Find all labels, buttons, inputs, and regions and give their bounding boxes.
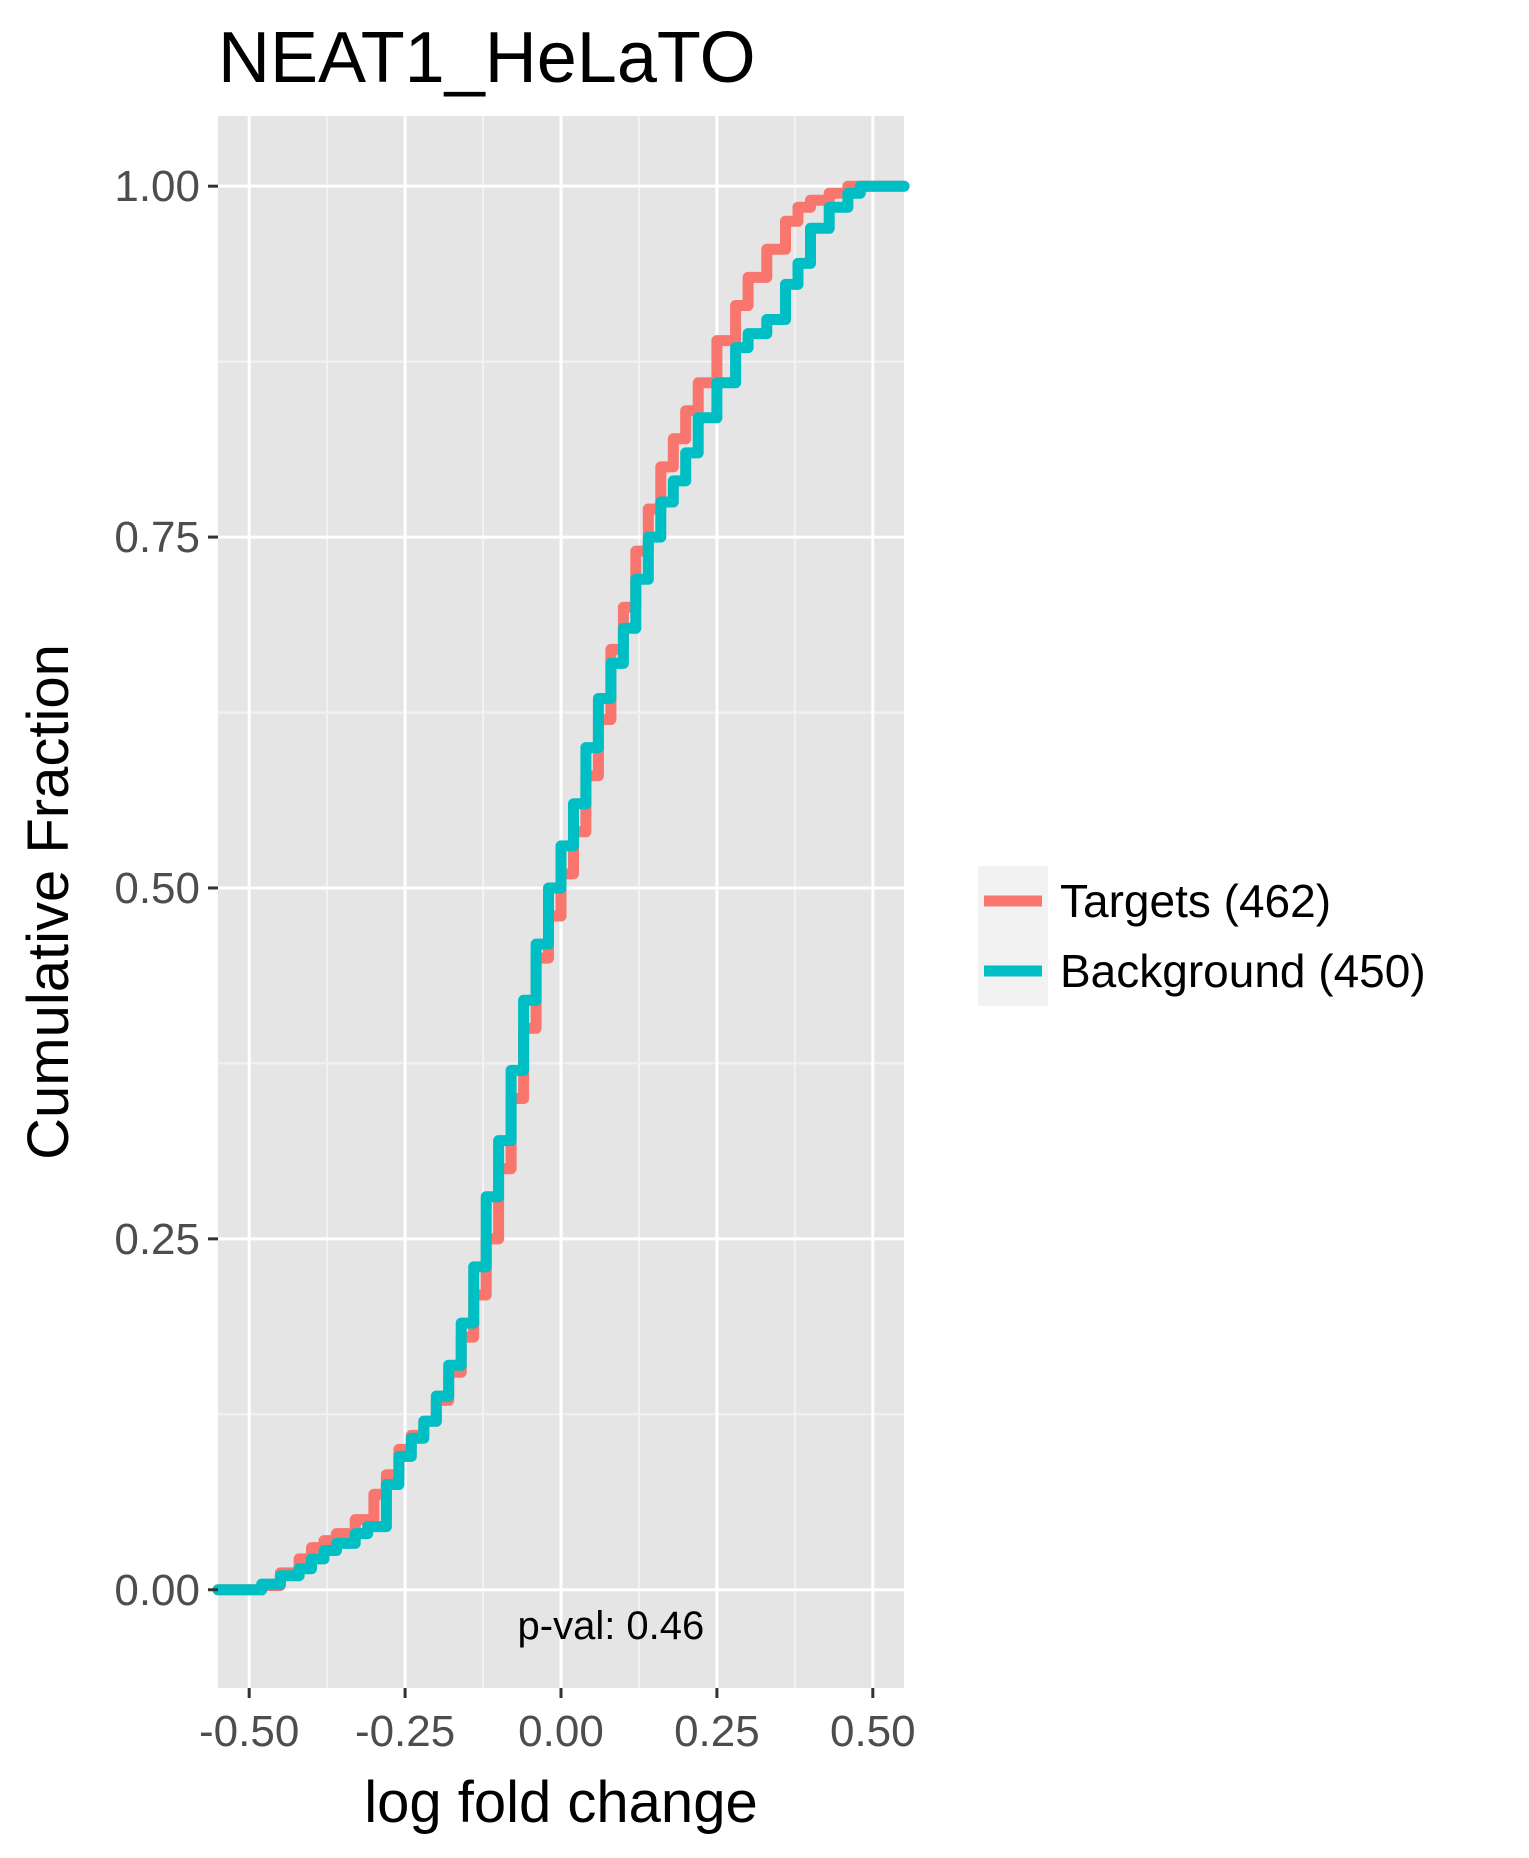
legend-label: Background (450) xyxy=(1060,945,1426,997)
y-axis-title: Cumulative Fraction xyxy=(16,644,81,1160)
x-tick-label: 0.25 xyxy=(674,1707,760,1756)
grid-minor xyxy=(218,116,904,1688)
legend: Targets (462) Background (450) xyxy=(978,866,1426,1006)
chart-title: NEAT1_HeLaTO xyxy=(218,18,756,98)
series-line-background xyxy=(212,180,910,1596)
y-tick-label: 0.50 xyxy=(114,864,200,913)
series-lines xyxy=(212,180,910,1596)
p-value-annotation: p-val: 0.46 xyxy=(518,1604,705,1648)
x-tick-label: 0.50 xyxy=(830,1707,916,1756)
x-axis-title: log fold change xyxy=(364,1770,757,1835)
y-tick-label: 0.25 xyxy=(114,1215,200,1264)
x-tick-label: 0.00 xyxy=(518,1707,604,1756)
y-tick-label: 0.75 xyxy=(114,513,200,562)
y-tick-label: 0.00 xyxy=(114,1566,200,1615)
y-axis: 0.00 0.25 0.50 0.75 1.00 xyxy=(114,162,218,1615)
x-tick-label: -0.25 xyxy=(355,1707,455,1756)
x-tick-label: -0.50 xyxy=(199,1707,299,1756)
legend-label: Targets (462) xyxy=(1060,875,1331,927)
x-axis: -0.50 -0.25 0.00 0.25 0.50 xyxy=(199,1688,916,1756)
y-tick-label: 1.00 xyxy=(114,162,200,211)
